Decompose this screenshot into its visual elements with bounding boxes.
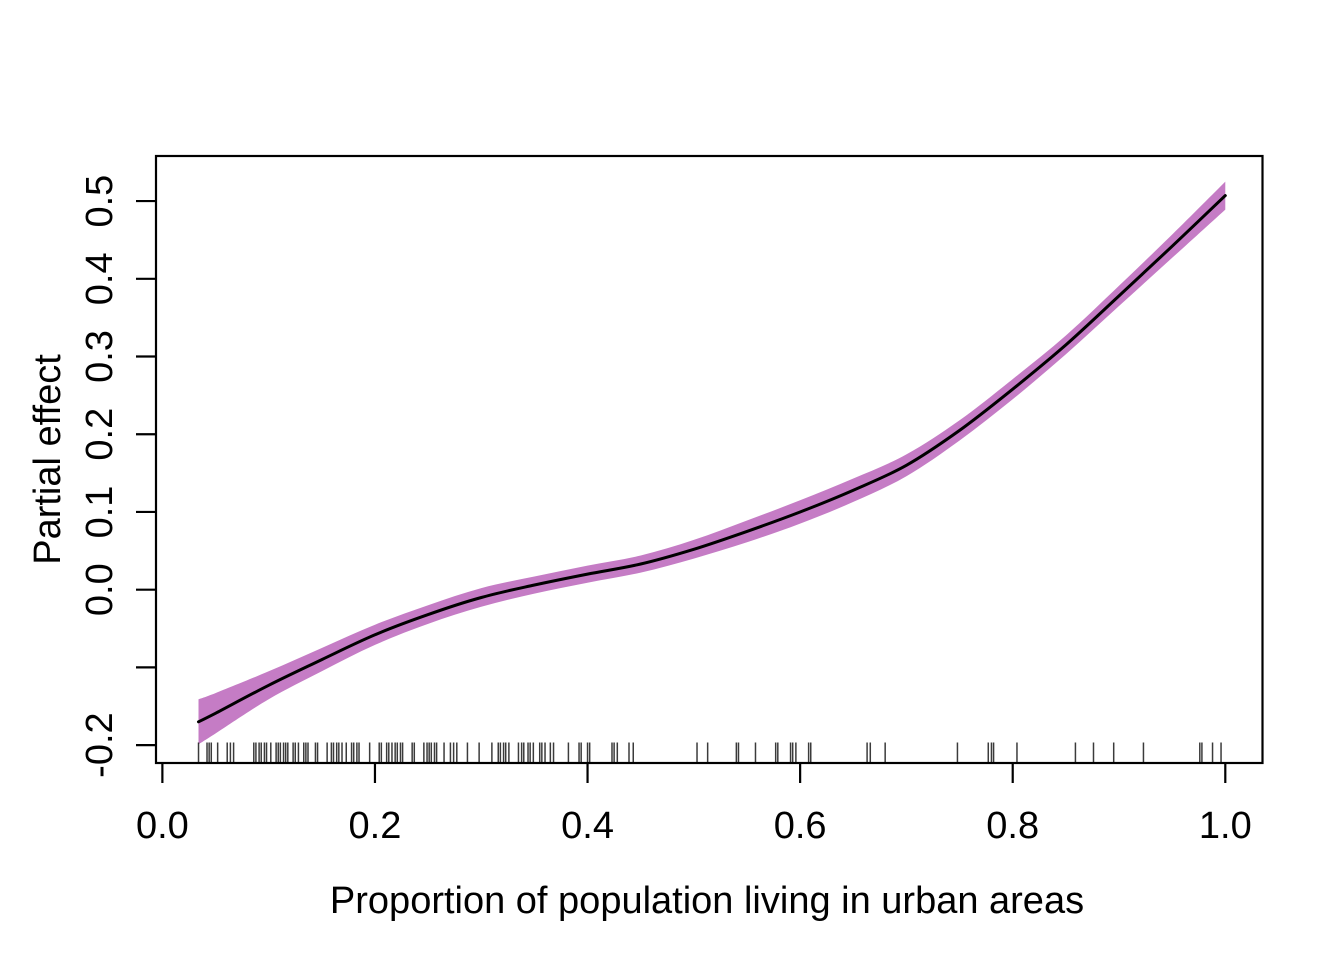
y-tick-label: 0.0 [79,563,121,616]
y-tick-label: 0.5 [79,175,121,228]
plot-box [154,154,1264,765]
x-tick-label: 0.0 [136,805,189,847]
y-tick-label: 0.1 [79,486,121,539]
x-tick-label: 0.6 [774,805,827,847]
y-tick-label: 0.3 [79,330,121,383]
y-tick-label: 0.4 [79,252,121,305]
x-axis-title: Proportion of population living in urban… [330,880,1084,922]
x-tick-label: 0.2 [349,805,402,847]
x-tick-label: 0.4 [561,805,614,847]
confidence-band [198,181,1226,745]
y-axis-title: Partial effect [27,354,69,565]
smooth-fit-line [197,194,1227,724]
y-tick-label: 0.2 [79,408,121,461]
x-tick-label: 1.0 [1199,805,1252,847]
x-tick-label: 0.8 [986,805,1039,847]
y-tick-label: -0.2 [79,712,121,777]
